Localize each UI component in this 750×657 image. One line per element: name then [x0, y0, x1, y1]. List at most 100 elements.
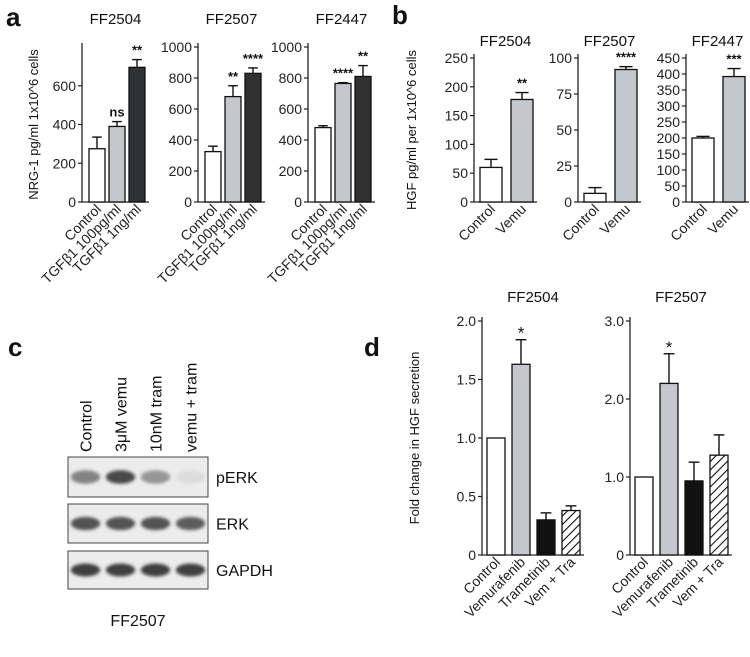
blot-band [105, 516, 136, 531]
panel-label-c: c [8, 332, 22, 362]
bar-tgf-1-1ng-ml [354, 75, 372, 203]
y-tick-label: 0 [564, 194, 572, 210]
bar-tgf-1-100pg-ml [334, 82, 352, 203]
bar-vem-tra [709, 454, 729, 556]
blot-band [70, 516, 101, 531]
y-tick-label: 0.5 [457, 489, 477, 505]
y-tick-label: 1.0 [605, 469, 625, 485]
bar-control [204, 150, 222, 203]
y-tick-label: 200 [53, 155, 77, 171]
y-tick-label: 400 [53, 117, 77, 133]
y-tick-label: 50 [452, 165, 468, 181]
significance-label: ** [228, 69, 239, 84]
chart-a1: FF2504 NRG-1 pg/ml 1x10^6 cells 0 200 400 600… [26, 11, 149, 287]
significance-label: ** [517, 76, 528, 91]
chart-title: FF2447 [316, 11, 368, 28]
y-tick-label: 75 [556, 86, 572, 102]
blot-band [140, 470, 171, 484]
bar-control [479, 166, 503, 203]
chart-d2: FF250701.02.03.0Control*VemurafenibTrame… [605, 289, 732, 621]
y-tick-label: 400 [279, 132, 303, 148]
y-tick-label: 0 [616, 547, 624, 563]
significance-label: ** [358, 49, 369, 64]
blot-band [175, 563, 206, 577]
y-tick-label: 2.0 [457, 313, 477, 329]
significance-label: ** [132, 43, 143, 58]
chart-title: FF2504 [90, 11, 142, 28]
significance-label: **** [333, 66, 354, 81]
blot-lane-label: 10nM tram [149, 376, 166, 452]
chart-title: FF2504 [480, 33, 532, 50]
bar-control [583, 192, 607, 203]
y-tick-label: 0 [294, 194, 302, 210]
panel-label-b: b [392, 0, 408, 30]
bar-control [634, 476, 654, 556]
blot-band [140, 563, 171, 577]
bar-control [486, 437, 506, 556]
y-tick-label: 200 [169, 163, 193, 179]
bar-control [88, 148, 106, 203]
bar-trametinib [536, 519, 556, 556]
chart-title: FF2504 [507, 289, 559, 306]
y-tick-label: 800 [169, 70, 193, 86]
blot-lane-label: vemu + tram [184, 363, 201, 452]
y-tick-label: 0 [468, 547, 476, 563]
y-tick-label: 0 [68, 194, 76, 210]
y-tick-label: 2.0 [605, 391, 625, 407]
y-tick-label: 450 [657, 50, 681, 66]
blot-caption: FF2507 [110, 613, 165, 630]
y-tick-label: 50 [556, 122, 572, 138]
chart-title: FF2507 [584, 33, 636, 50]
y-tick-label: 600 [53, 78, 77, 94]
chart-b3: FF2447050100150200250300350400450Control… [657, 33, 749, 244]
y-tick-label: 1.5 [457, 372, 477, 388]
significance-label: * [666, 338, 673, 357]
blot-band-label: pERK [216, 470, 258, 487]
y-tick-label: 3.0 [605, 313, 625, 329]
y-tick-label: 0 [672, 194, 680, 210]
x-tick-label: Vemu [704, 201, 741, 238]
y-tick-label: 25 [556, 158, 572, 174]
blot-band [70, 470, 101, 484]
y-tick-label: 300 [657, 98, 681, 114]
blot-band [175, 470, 206, 484]
bar-vem-tra [561, 509, 581, 556]
bar-control [691, 137, 715, 203]
significance-label: * [518, 324, 525, 343]
bar-vemu [614, 68, 638, 203]
y-tick-label: 600 [169, 101, 193, 117]
y-tick-label: 200 [279, 163, 303, 179]
chart-title: FF2507 [206, 11, 258, 28]
x-tick-label: Vemu [492, 201, 529, 238]
panel-label-a: a [6, 2, 21, 32]
panel-label-d: d [364, 332, 380, 362]
blot-band [70, 563, 101, 577]
bar-tgf-1-1ng-ml [128, 66, 146, 203]
y-tick-label: 350 [657, 82, 681, 98]
y-tick-label: 400 [657, 66, 681, 82]
y-tick-label: 150 [445, 108, 469, 124]
blot-band-label: GAPDH [216, 563, 273, 580]
x-tick-label: Vemu [596, 201, 633, 238]
bar-vemu [722, 75, 746, 203]
y-tick-label: 200 [445, 79, 469, 95]
blot-lane-label: 3μM vemu [114, 377, 131, 452]
y-tick-label: 1000 [271, 39, 302, 55]
blot-band [175, 516, 206, 531]
bar-tgf-1-100pg-ml [108, 125, 126, 203]
y-axis-label: Fold change in HGF secretion [407, 352, 422, 525]
y-tick-label: 600 [279, 101, 303, 117]
y-tick-label: 100 [657, 162, 681, 178]
y-tick-label: 50 [664, 178, 680, 194]
bar-control [314, 126, 332, 203]
significance-label: **** [616, 50, 637, 65]
bar-tgf-1-1ng-ml [244, 72, 262, 203]
y-axis-label: HGF pg/ml per 1x10^6 cells [404, 50, 419, 210]
significance-label: ns [109, 105, 124, 120]
blot-band [105, 470, 136, 484]
y-tick-label: 100 [445, 136, 469, 152]
chart-a3: FF244702004006008001000Control****TGFβ1 … [264, 11, 375, 287]
y-tick-label: 150 [657, 146, 681, 162]
